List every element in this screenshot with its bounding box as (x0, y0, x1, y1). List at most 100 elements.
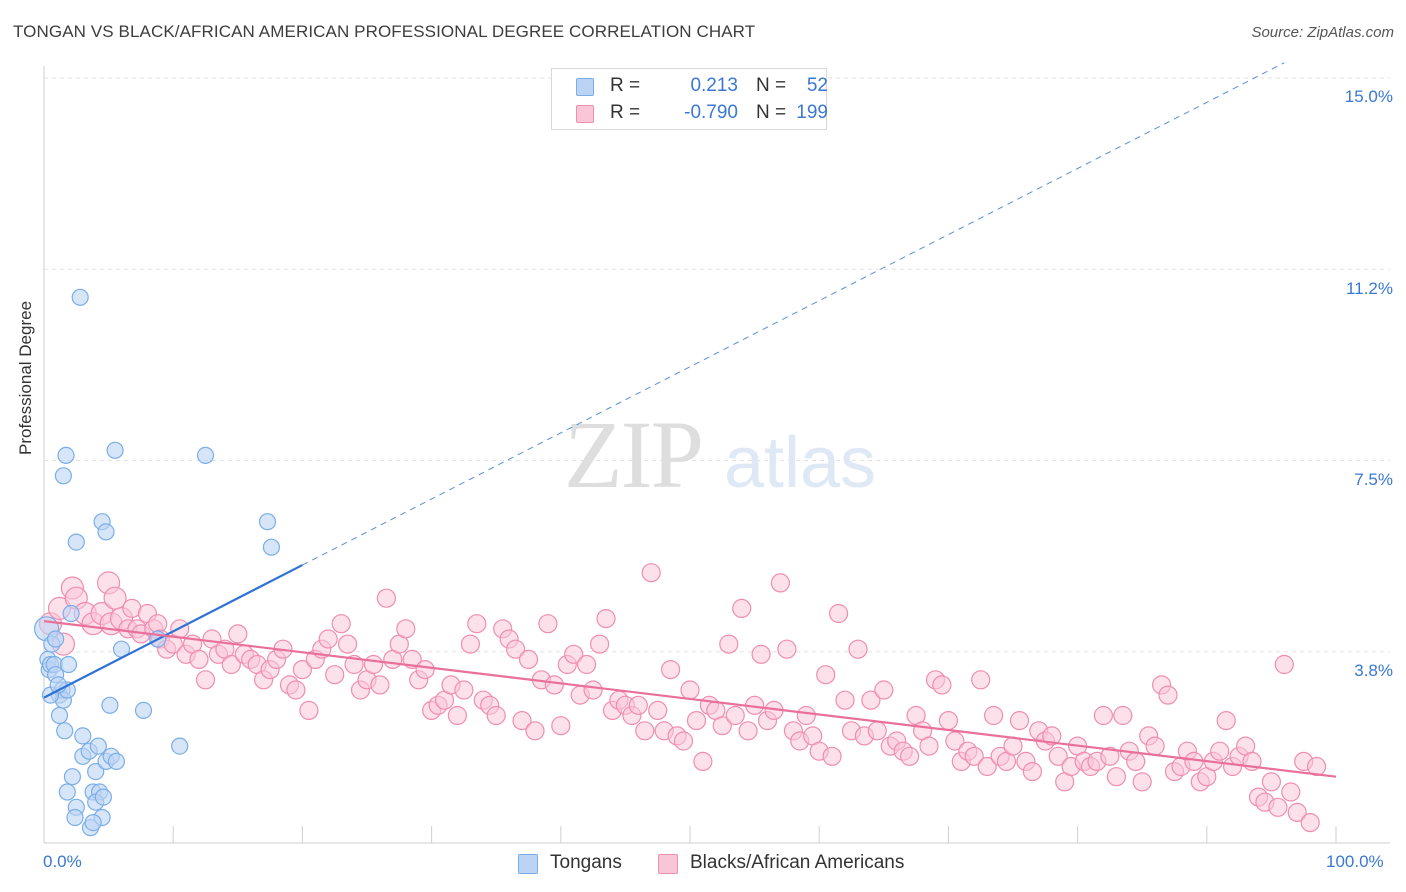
data-point-blacks (983, 705, 1004, 726)
data-point-blacks (467, 614, 487, 634)
data-point-tongans (106, 441, 124, 459)
data-point-blacks (589, 634, 610, 654)
trend-line-tongans-extension (302, 62, 1285, 566)
data-point-blacks (738, 721, 758, 741)
legend-r-label: R = (610, 102, 641, 123)
data-point-blacks (1306, 756, 1327, 777)
data-point-blacks (564, 644, 584, 664)
watermark-atlas: atlas (724, 423, 876, 503)
data-point-tongans (89, 737, 107, 755)
data-point-blacks (648, 700, 668, 721)
data-point-blacks (415, 659, 435, 680)
y-tick-label: 15.0% (1344, 87, 1393, 106)
data-point-blacks (1106, 767, 1127, 787)
data-point-blacks (454, 680, 474, 700)
legend-r-label: R = (610, 75, 641, 96)
data-point-tongans (50, 706, 69, 725)
data-point-blacks (1048, 746, 1068, 766)
data-point-tongans (171, 737, 189, 755)
data-point-blacks (195, 670, 216, 690)
series-legend: Tongans Blacks/African Americans (0, 852, 1406, 876)
data-point-tongans (62, 604, 80, 623)
y-axis-label: Professional Degree (16, 300, 35, 455)
data-point-blacks (1145, 736, 1165, 756)
data-point-blacks (919, 736, 939, 756)
correlation-legend: R = 0.213 N = 52 R = -0.790 N = 199 (551, 68, 828, 130)
data-point-blacks (861, 690, 881, 710)
data-point-blacks (693, 751, 713, 772)
data-point-blacks (331, 614, 351, 634)
data-point-tongans (74, 727, 92, 745)
data-point-blacks (725, 705, 745, 726)
legend-swatch-tongans (576, 78, 594, 96)
data-point-blacks (635, 721, 655, 741)
data-point-blacks (1210, 741, 1230, 761)
data-point-blacks (512, 710, 532, 731)
data-point-blacks (518, 649, 539, 670)
data-point-blacks (835, 690, 855, 710)
data-point-tongans (258, 513, 277, 531)
data-point-blacks (1022, 761, 1043, 782)
chart-title: TONGAN VS BLACK/AFRICAN AMERICAN PROFESS… (13, 22, 756, 41)
data-point-blacks (816, 665, 836, 685)
x-tick-label: 0.0% (43, 852, 82, 871)
data-point-tongans (54, 467, 73, 485)
source-label: Source: ZipAtlas.com (1251, 24, 1394, 41)
data-point-tongans (262, 538, 280, 556)
data-point-blacks (1274, 654, 1294, 675)
data-point-tongans (107, 752, 126, 771)
data-point-tongans (97, 523, 115, 541)
data-point-blacks (680, 680, 700, 700)
data-point-blacks (1093, 705, 1114, 726)
data-point-blacks (777, 639, 797, 659)
data-point-blacks (460, 634, 480, 654)
trend-line-blacks (43, 620, 1337, 778)
axes (43, 66, 1390, 844)
data-point-blacks (1100, 746, 1120, 766)
data-point-blacks (899, 746, 920, 766)
trend-lines (43, 62, 1337, 778)
data-point-blacks (1003, 736, 1023, 756)
series-tongans-points (33, 288, 280, 837)
data-point-blacks (286, 680, 306, 700)
data-point-blacks (396, 619, 416, 639)
legend-n-label: N = (756, 75, 787, 96)
data-point-blacks (576, 654, 597, 675)
legend-swatch-blacks (576, 105, 594, 123)
data-point-blacks (292, 659, 312, 680)
data-point-blacks (1042, 726, 1062, 746)
data-point-blacks (938, 710, 959, 731)
legend-swatch-tongans (518, 854, 538, 874)
data-point-blacks (1126, 751, 1146, 772)
data-point-blacks (544, 675, 564, 695)
data-point-blacks (1281, 782, 1301, 802)
data-point-blacks (370, 675, 390, 695)
data-point-tongans (59, 655, 78, 674)
legend-r-value: -0.790 (684, 102, 738, 123)
data-point-tongans (101, 696, 119, 714)
legend-n-label: N = (756, 102, 787, 123)
data-point-blacks (221, 654, 241, 675)
legend-swatch-blacks (658, 854, 678, 874)
legend-n-value: 52 (806, 75, 828, 96)
data-point-blacks (828, 603, 849, 624)
y-tick-label: 11.2% (1346, 279, 1393, 298)
y-tick-label: 3.8% (1354, 661, 1393, 680)
data-point-blacks (971, 670, 991, 690)
data-point-blacks (189, 649, 209, 670)
data-point-blacks (1268, 797, 1288, 817)
data-point-blacks (867, 721, 887, 741)
data-point-blacks (945, 731, 965, 751)
data-point-blacks (1300, 812, 1320, 833)
series-blacks-points (38, 563, 1327, 833)
watermark: ZIP atlas (564, 401, 876, 508)
data-point-blacks (848, 639, 868, 659)
data-point-tongans (196, 446, 215, 464)
data-point-blacks (964, 746, 984, 766)
watermark-zip: ZIP (564, 401, 702, 508)
trend-line-tongans (43, 564, 303, 699)
data-point-tongans (63, 768, 82, 786)
data-point-blacks (551, 716, 571, 736)
data-point-blacks (641, 563, 661, 583)
